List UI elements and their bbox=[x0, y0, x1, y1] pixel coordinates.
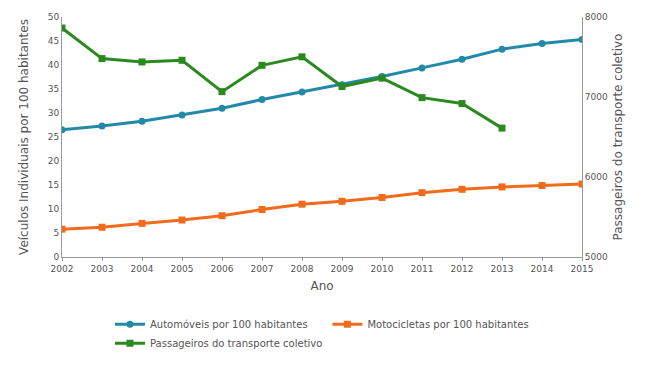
svg-text:2009: 2009 bbox=[331, 264, 354, 274]
svg-text:6000: 6000 bbox=[585, 172, 608, 182]
svg-text:2012: 2012 bbox=[451, 264, 474, 274]
svg-text:25: 25 bbox=[48, 132, 59, 142]
svg-text:2002: 2002 bbox=[51, 264, 74, 274]
svg-text:15: 15 bbox=[48, 180, 59, 190]
svg-text:Motocicletas por 100 habitante: Motocicletas por 100 habitantes bbox=[367, 319, 528, 330]
svg-text:30: 30 bbox=[48, 108, 60, 118]
svg-text:Ano: Ano bbox=[310, 279, 333, 293]
svg-text:7000: 7000 bbox=[585, 92, 608, 102]
svg-text:Automóveis por 100 habitantes: Automóveis por 100 habitantes bbox=[150, 319, 308, 330]
svg-text:40: 40 bbox=[48, 60, 60, 70]
svg-text:2007: 2007 bbox=[251, 264, 274, 274]
svg-text:2006: 2006 bbox=[211, 264, 234, 274]
svg-text:2010: 2010 bbox=[371, 264, 394, 274]
svg-text:2003: 2003 bbox=[91, 264, 114, 274]
svg-text:2011: 2011 bbox=[411, 264, 434, 274]
svg-text:2015: 2015 bbox=[571, 264, 594, 274]
svg-text:2014: 2014 bbox=[531, 264, 554, 274]
svg-text:20: 20 bbox=[48, 156, 60, 166]
svg-text:5000: 5000 bbox=[585, 252, 608, 262]
svg-text:0: 0 bbox=[53, 252, 59, 262]
svg-text:50: 50 bbox=[48, 12, 60, 22]
svg-text:35: 35 bbox=[48, 84, 59, 94]
svg-text:2013: 2013 bbox=[491, 264, 514, 274]
svg-text:10: 10 bbox=[48, 204, 60, 214]
svg-text:2004: 2004 bbox=[131, 264, 154, 274]
svg-text:5: 5 bbox=[53, 228, 59, 238]
svg-text:45: 45 bbox=[48, 36, 59, 46]
svg-text:Veículos Individuais por 100 h: Veículos Individuais por 100 habitantes bbox=[17, 19, 31, 255]
svg-text:2005: 2005 bbox=[171, 264, 194, 274]
svg-text:8000: 8000 bbox=[585, 12, 608, 22]
svg-text:2008: 2008 bbox=[291, 264, 314, 274]
svg-text:Passageiros do transporte cole: Passageiros do transporte coletivo bbox=[611, 34, 625, 241]
svg-text:Passageiros do transporte cole: Passageiros do transporte coletivo bbox=[150, 338, 322, 349]
